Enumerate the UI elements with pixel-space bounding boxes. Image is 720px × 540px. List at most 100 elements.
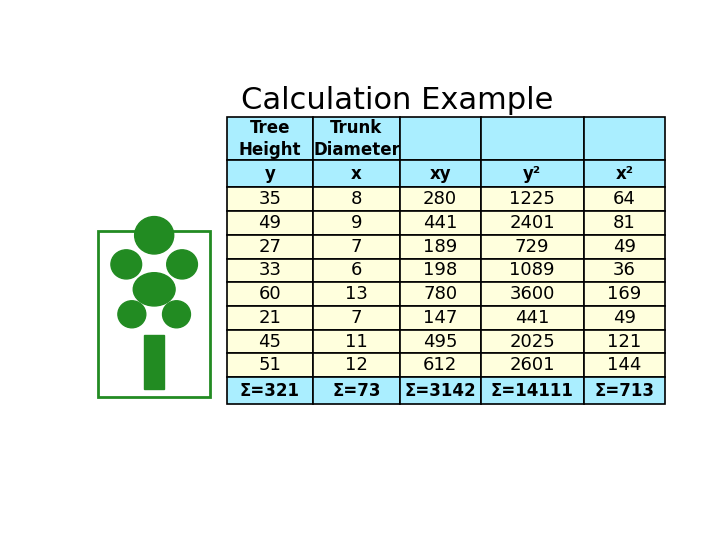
- Bar: [400, 117, 481, 160]
- Text: 9: 9: [351, 214, 362, 232]
- Text: 12: 12: [345, 356, 368, 374]
- Bar: [400, 377, 481, 404]
- Bar: [313, 377, 400, 404]
- Bar: [584, 306, 665, 329]
- Text: xy: xy: [429, 165, 451, 183]
- Text: 2401: 2401: [510, 214, 555, 232]
- Text: 780: 780: [423, 285, 457, 303]
- Bar: [584, 187, 665, 211]
- Text: 441: 441: [515, 309, 549, 327]
- Bar: [584, 353, 665, 377]
- Bar: [313, 160, 400, 187]
- Bar: [584, 160, 665, 187]
- Bar: [313, 353, 400, 377]
- Bar: [313, 235, 400, 259]
- Text: 495: 495: [423, 333, 457, 350]
- Text: 64: 64: [613, 190, 636, 208]
- Ellipse shape: [118, 301, 145, 328]
- Text: Σ=73: Σ=73: [332, 382, 381, 400]
- Bar: [584, 117, 665, 160]
- Ellipse shape: [111, 250, 142, 279]
- Text: 6: 6: [351, 261, 362, 279]
- Bar: [584, 329, 665, 353]
- Text: 49: 49: [613, 309, 636, 327]
- Bar: [227, 377, 313, 404]
- Ellipse shape: [135, 217, 174, 254]
- Bar: [227, 235, 313, 259]
- Text: Σ=321: Σ=321: [240, 382, 300, 400]
- Bar: [400, 306, 481, 329]
- Bar: [313, 329, 400, 353]
- Bar: [481, 329, 584, 353]
- Text: 11: 11: [345, 333, 368, 350]
- Text: 7: 7: [351, 238, 362, 256]
- Text: 33: 33: [258, 261, 282, 279]
- Bar: [584, 377, 665, 404]
- Bar: [227, 353, 313, 377]
- Bar: [227, 160, 313, 187]
- Text: 1225: 1225: [509, 190, 555, 208]
- Text: 280: 280: [423, 190, 457, 208]
- Text: 2025: 2025: [509, 333, 555, 350]
- Bar: [481, 211, 584, 235]
- Text: 121: 121: [607, 333, 642, 350]
- Bar: [481, 117, 584, 160]
- Text: 147: 147: [423, 309, 457, 327]
- Bar: [313, 306, 400, 329]
- Text: 21: 21: [258, 309, 282, 327]
- Bar: [313, 211, 400, 235]
- Text: Trunk
Diameter: Trunk Diameter: [313, 118, 400, 159]
- Bar: [481, 377, 584, 404]
- Bar: [481, 259, 584, 282]
- Bar: [313, 282, 400, 306]
- Text: Tree
Height: Tree Height: [239, 118, 301, 159]
- Text: 189: 189: [423, 238, 457, 256]
- Bar: [584, 235, 665, 259]
- Bar: [481, 282, 584, 306]
- Text: 441: 441: [423, 214, 457, 232]
- Text: 2601: 2601: [510, 356, 555, 374]
- Ellipse shape: [163, 301, 191, 328]
- Bar: [227, 306, 313, 329]
- Text: 7: 7: [351, 309, 362, 327]
- Bar: [584, 282, 665, 306]
- Text: 45: 45: [258, 333, 282, 350]
- Bar: [400, 211, 481, 235]
- Bar: [313, 259, 400, 282]
- Bar: [144, 335, 164, 389]
- Text: Σ=3142: Σ=3142: [405, 382, 476, 400]
- Text: 3600: 3600: [510, 285, 555, 303]
- Bar: [584, 211, 665, 235]
- Text: Calculation Example: Calculation Example: [240, 85, 553, 114]
- Bar: [227, 117, 313, 160]
- Text: 612: 612: [423, 356, 457, 374]
- Bar: [481, 353, 584, 377]
- Text: 51: 51: [258, 356, 282, 374]
- Text: y: y: [264, 165, 275, 183]
- Text: 36: 36: [613, 261, 636, 279]
- Bar: [400, 160, 481, 187]
- Text: Σ=713: Σ=713: [594, 382, 654, 400]
- Text: 8: 8: [351, 190, 362, 208]
- Text: 729: 729: [515, 238, 549, 256]
- Text: 13: 13: [345, 285, 368, 303]
- Bar: [400, 235, 481, 259]
- Text: x: x: [351, 165, 362, 183]
- Bar: [400, 353, 481, 377]
- Bar: [400, 329, 481, 353]
- Bar: [227, 329, 313, 353]
- Bar: [400, 282, 481, 306]
- Bar: [227, 187, 313, 211]
- Bar: [481, 235, 584, 259]
- Bar: [481, 160, 584, 187]
- Bar: [99, 231, 210, 397]
- Text: 60: 60: [258, 285, 282, 303]
- Text: Σ=14111: Σ=14111: [491, 382, 574, 400]
- Bar: [313, 187, 400, 211]
- Text: x²: x²: [616, 165, 634, 183]
- Text: 198: 198: [423, 261, 457, 279]
- Text: 49: 49: [613, 238, 636, 256]
- Text: 81: 81: [613, 214, 636, 232]
- Bar: [584, 259, 665, 282]
- Text: y²: y²: [523, 165, 541, 183]
